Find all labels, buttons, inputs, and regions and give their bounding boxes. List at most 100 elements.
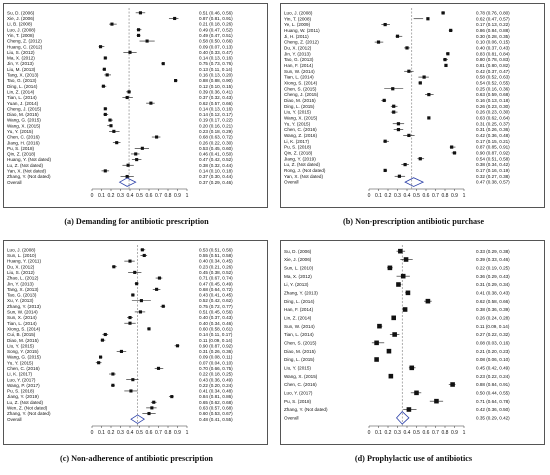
- study-label: Pu, S. (2018): [7, 389, 35, 394]
- estimate-ci-label: 0.40 (0.37, 0.43): [199, 315, 233, 320]
- overall-diamond: [404, 177, 425, 187]
- estimate-ci-label: 0.14 (0.11, 0.17): [199, 332, 233, 337]
- study-label: Ding, L. (2015): [284, 104, 315, 109]
- study-label: Jin, Y. (2013): [7, 61, 34, 66]
- study-label: Tang, X. (2013): [7, 73, 39, 78]
- estimate-ci-label: 0.19 (0.17, 0.22): [199, 118, 233, 123]
- point-estimate: [161, 62, 165, 66]
- x-tick-label: 0.3: [394, 193, 401, 199]
- study-label: Xu, Y. (2013): [7, 298, 34, 303]
- study-label: Cheng, Z. (2012): [284, 40, 319, 45]
- study-label: Sun, L. (2010): [7, 253, 37, 258]
- point-estimate: [383, 139, 387, 143]
- point-estimate: [388, 373, 394, 379]
- study-label: Wang, G. (2015): [7, 118, 41, 123]
- study-label: Sun, W. (2014): [284, 69, 315, 74]
- study-label: Li, Y. (2013): [284, 282, 309, 287]
- point-estimate: [391, 87, 395, 91]
- point-estimate: [135, 158, 139, 162]
- point-estimate: [98, 45, 103, 49]
- point-estimate: [111, 383, 115, 387]
- estimate-ci-label: 0.54 (0.51, 0.58): [476, 156, 510, 161]
- point-estimate: [103, 332, 107, 337]
- point-estimate: [406, 407, 412, 412]
- x-tick-label: 0.6: [146, 430, 153, 436]
- study-label: Qin, Z. (2018): [7, 152, 36, 157]
- estimate-ci-label: 0.75 (0.72, 0.77): [199, 304, 233, 309]
- estimate-ci-label: 0.49 (0.47, 0.51): [199, 33, 233, 38]
- point-estimate: [127, 90, 131, 94]
- point-estimate: [139, 299, 143, 303]
- point-estimate: [374, 340, 379, 346]
- study-label: Yan, X. (Not dated): [7, 168, 46, 173]
- study-label: Cheng, Z. (2012): [7, 39, 42, 44]
- study-label: Wang, P. (2017): [7, 383, 40, 388]
- x-tick-label: 0.5: [413, 193, 420, 199]
- study-label: Sun, X. (2014): [7, 315, 37, 320]
- estimate-ci-label: 0.26 (0.23, 0.30): [476, 110, 510, 115]
- point-estimate: [397, 174, 402, 178]
- study-label: Lu, Z. (Not dated): [284, 162, 320, 167]
- study-label: Luo, J. (2008): [284, 11, 313, 16]
- overall-ci-label: 0.37 (0.29, 0.46): [199, 180, 233, 185]
- point-estimate: [391, 315, 396, 321]
- estimate-ci-label: 0.23 (0.18, 0.29): [199, 129, 233, 134]
- overall-label: Overall: [7, 180, 22, 185]
- estimate-ci-label: 0.22 (0.18, 0.25): [199, 372, 233, 377]
- estimate-ci-label: 0.68 (0.63, 0.72): [199, 135, 233, 140]
- point-estimate: [173, 16, 177, 21]
- x-tick-label: 0.7: [155, 430, 162, 436]
- estimate-ci-label: 0.08 (0.06, 0.10): [476, 357, 510, 362]
- point-estimate: [405, 46, 409, 50]
- study-label: Jiang, Y. (2019): [7, 394, 39, 399]
- x-tick-label: 0.2: [108, 430, 115, 436]
- study-label: Tao, G. (2013): [284, 57, 314, 62]
- estimate-ci-label: 0.26 (0.23, 0.30): [476, 104, 510, 109]
- estimate-ci-label: 0.47 (0.42, 0.52): [199, 157, 233, 162]
- study-label: Han, F. (2014): [284, 63, 314, 68]
- forest-plot-frame: Su, D. (2006) 0.51 (0.46, 0.56) Xie, J. (2…: [3, 3, 268, 208]
- point-estimate: [111, 372, 115, 376]
- point-estimate: [400, 273, 406, 279]
- point-estimate: [392, 110, 396, 114]
- estimate-ci-label: 0.80 (0.78, 0.83): [476, 57, 510, 62]
- point-estimate: [452, 151, 457, 155]
- estimate-ci-label: 0.38 (0.36, 0.39): [476, 307, 510, 312]
- estimate-ci-label: 0.65 (0.62, 0.68): [199, 400, 233, 405]
- estimate-ci-label: 0.88 (0.84, 0.91): [476, 382, 510, 387]
- study-label: Sun, W. (2014): [284, 324, 315, 329]
- study-label: Yu, Y. (2015): [7, 129, 34, 134]
- x-tick-label: 1: [463, 193, 466, 199]
- x-tick-label: 0.3: [117, 193, 124, 199]
- estimate-ci-label: 0.39 (0.33, 0.46): [476, 257, 510, 262]
- estimate-ci-label: 0.62 (0.47, 0.57): [476, 16, 510, 21]
- study-label: Yuan, J. (2014): [7, 101, 39, 106]
- point-estimate: [140, 248, 144, 252]
- estimate-ci-label: 0.50 (0.44, 0.55): [476, 390, 510, 395]
- estimate-ci-label: 0.17 (0.15, 0.21): [476, 139, 510, 144]
- point-estimate: [156, 366, 161, 370]
- study-label: Jin, Y. (2013): [7, 281, 34, 286]
- study-label: Qin, Z. (2018): [284, 151, 313, 156]
- study-label: Yu, Y. (2015): [7, 360, 34, 365]
- point-estimate: [103, 107, 107, 111]
- study-label: Tao, G. (2013): [7, 293, 37, 298]
- point-estimate: [109, 124, 113, 128]
- study-label: Xiong, S. (2014): [284, 81, 318, 86]
- study-label: Jiang, Y. (2019): [284, 156, 316, 161]
- study-label: Cui, B. (2015): [7, 332, 36, 337]
- study-label: Lin, Z. (2014): [284, 315, 312, 320]
- estimate-ci-label: 0.42 (0.36, 0.48): [476, 133, 510, 138]
- study-label: Luo, Y. (2017): [284, 390, 313, 395]
- point-estimate: [157, 276, 162, 280]
- study-label: Chen, C. (2016): [284, 127, 317, 132]
- estimate-ci-label: 0.49 (0.47, 0.52): [199, 27, 233, 32]
- estimate-ci-label: 0.08 (0.03, 0.16): [476, 340, 510, 345]
- study-label: Pu, S. (2018): [284, 145, 312, 150]
- study-label: Ding, L. (2015): [284, 357, 315, 362]
- study-label: Ji, H. (2011): [284, 34, 309, 39]
- study-label: Lu, Z. (Not dated): [7, 163, 43, 168]
- x-tick-label: 1: [463, 430, 466, 436]
- study-label: Ma, X. (2012): [284, 274, 312, 279]
- forest-plot-svg: Su, D. (2006) 0.51 (0.46, 0.56) Xie, J. (2…: [7, 8, 233, 199]
